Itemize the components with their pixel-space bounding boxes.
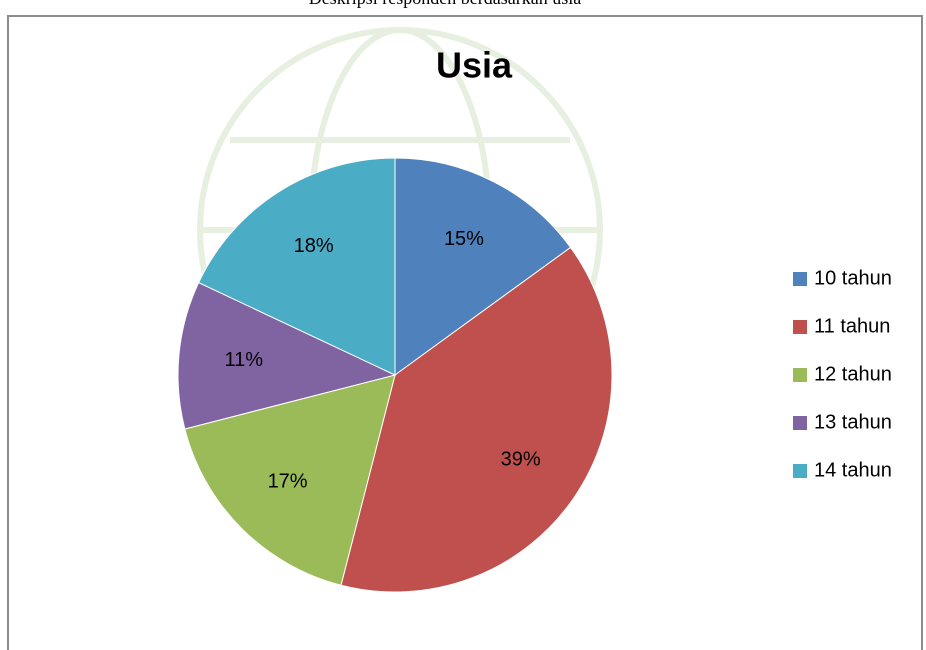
legend-swatch — [793, 368, 807, 382]
data-label: 17% — [268, 471, 308, 493]
legend-label: 13 tahun — [814, 411, 892, 433]
chart-title: Usia — [436, 45, 513, 86]
legend-swatch — [793, 320, 807, 334]
legend: 10 tahun 11 tahun 12 tahun 13 tahun 14 tahun — [793, 267, 892, 481]
data-label: 39% — [501, 449, 541, 471]
legend-swatch — [793, 272, 807, 286]
legend-label: 11 tahun — [814, 315, 890, 337]
legend-swatch — [793, 464, 807, 478]
legend-label: 10 tahun — [814, 267, 892, 289]
data-label: 18% — [294, 235, 334, 257]
pie: 15% 39% 17% 11% 18% — [178, 158, 612, 592]
page: {"caption": "Deskripsi responden berdasa… — [0, 0, 926, 650]
legend-label: 12 tahun — [814, 363, 892, 385]
legend-swatch — [793, 416, 807, 430]
legend-label: 14 tahun — [814, 459, 892, 481]
chart: Deskripsi responden berdasarkan usia Usi… — [0, 0, 926, 650]
data-label: 11% — [225, 349, 264, 371]
data-label: 15% — [444, 228, 484, 250]
caption: Deskripsi responden berdasarkan usia — [309, 0, 581, 8]
